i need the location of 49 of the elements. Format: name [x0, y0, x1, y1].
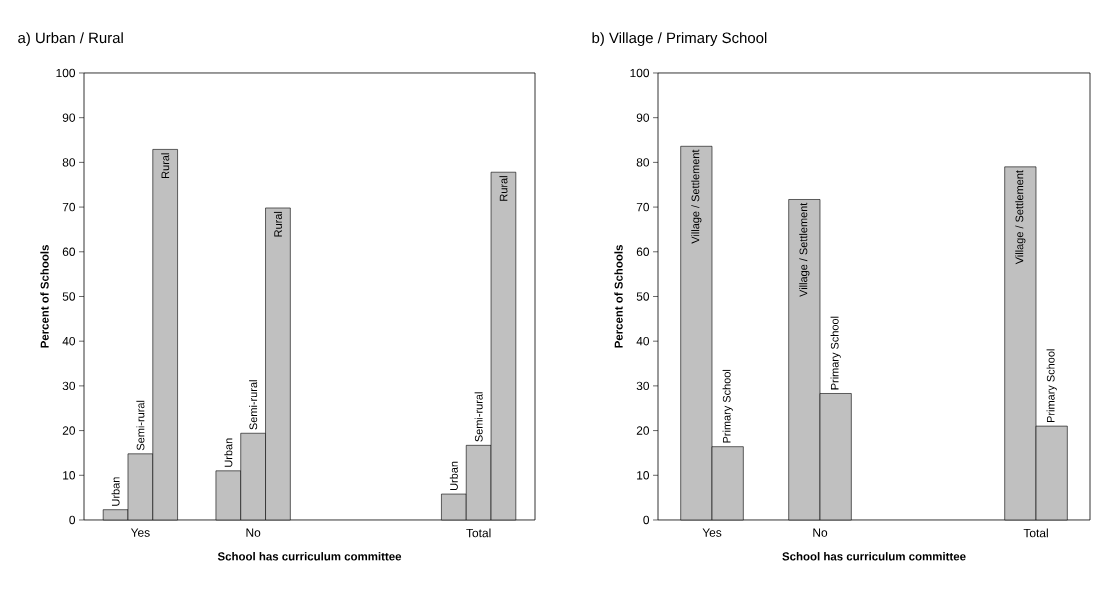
chart-title: a) Urban / Rural: [18, 32, 123, 47]
y-tick-label: 90: [636, 113, 650, 122]
y-tick-label: 30: [636, 381, 650, 391]
y-tick-label: 30: [62, 381, 76, 391]
y-tick-label: 80: [62, 158, 76, 167]
y-tick-label: 50: [62, 292, 76, 301]
series-label: Rural: [273, 211, 282, 237]
x-tick-label: No: [813, 528, 828, 537]
text: Semi-rural: [474, 392, 483, 442]
y-tick-label: 100: [630, 68, 650, 78]
y-tick-label: 50: [636, 292, 650, 301]
y-axis-title: Percent of Schools: [40, 245, 49, 348]
y-tick-label: 10: [637, 471, 650, 480]
y-tick-label: 60: [62, 247, 76, 257]
text: Urban: [449, 461, 458, 491]
x-tick-label: Total: [466, 528, 491, 538]
y-tick-label: 70: [636, 202, 650, 212]
y-tick-label: 40: [62, 336, 76, 346]
chart-title: b) Village / Primary School: [592, 32, 767, 47]
y-tick-label: 10: [63, 471, 76, 480]
text: Semi-rural: [136, 400, 145, 451]
text: Rural: [499, 176, 508, 201]
y-tick-label: 90: [62, 113, 76, 122]
text: Village / Settlement: [691, 149, 702, 244]
text: Primary School: [1046, 349, 1057, 423]
text: Primary School: [830, 316, 841, 390]
y-tick-label: 0: [69, 515, 76, 525]
text: Rural: [161, 153, 170, 178]
text: Semi-rural: [249, 380, 258, 430]
y-tick-label: 0: [643, 515, 650, 525]
x-tick-label: No: [246, 528, 261, 537]
y-tick-label: 20: [636, 426, 650, 435]
text: Urban: [224, 438, 233, 467]
x-tick-label: Total: [1023, 528, 1048, 538]
y-axis-title: Percent of Schools: [614, 245, 623, 348]
text: Urban: [111, 477, 120, 506]
x-tick-label: Yes: [702, 528, 722, 537]
text: Primary School: [722, 369, 733, 443]
y-tick-label: 80: [636, 158, 650, 167]
y-tick-label: 60: [636, 247, 650, 257]
y-tick-label: 20: [62, 426, 76, 435]
x-axis-title: School has curriculum committee: [782, 552, 966, 561]
y-tick-label: 40: [636, 336, 650, 346]
text: Village / Settlement: [1015, 170, 1026, 265]
y-tick-label: 100: [56, 68, 76, 78]
series-label: Village / Settlement: [799, 202, 810, 297]
y-tick-label: 70: [62, 202, 76, 212]
x-axis-title: School has curriculum committee: [217, 552, 402, 561]
x-tick-label: Yes: [130, 528, 150, 537]
